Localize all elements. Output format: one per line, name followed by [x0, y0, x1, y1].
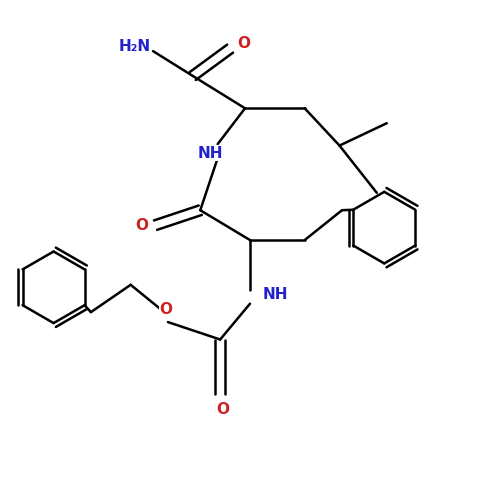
Text: O: O — [135, 218, 148, 232]
Text: NH: NH — [262, 287, 288, 302]
Text: O: O — [238, 36, 250, 51]
Text: O: O — [216, 402, 229, 416]
Text: O: O — [159, 302, 172, 317]
Text: NH: NH — [198, 146, 223, 160]
Text: H₂N: H₂N — [118, 38, 150, 54]
